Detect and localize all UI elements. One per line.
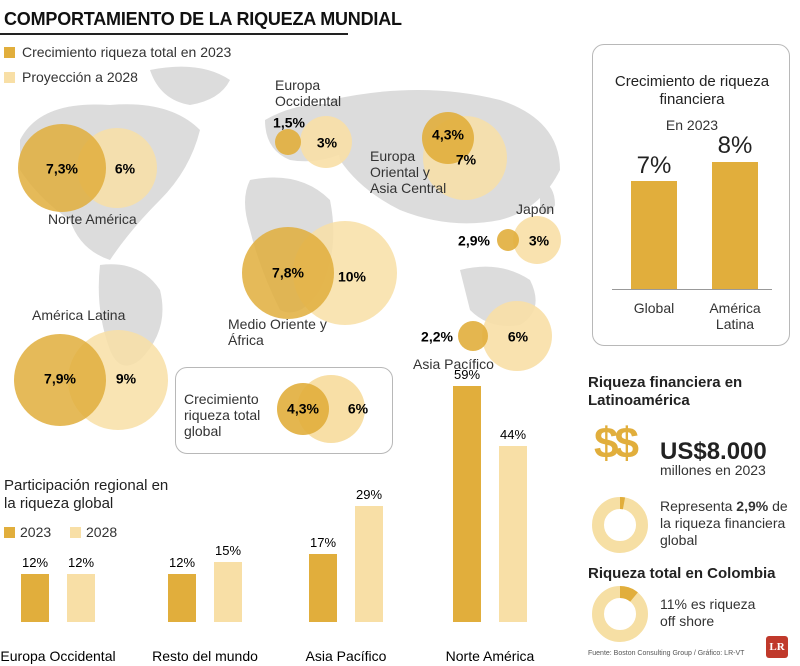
donut-segment bbox=[619, 586, 638, 602]
colombia-text: 11% es riqueza off shore bbox=[660, 596, 770, 630]
bar-norte-américa-2028 bbox=[499, 446, 527, 622]
chart-legend-label-2023: 2023 bbox=[20, 524, 52, 540]
bubble-value-norte-america-2023: 7,3% bbox=[46, 161, 78, 177]
colombia-text-post: es riqueza off shore bbox=[660, 596, 756, 629]
colombia-value: 11% bbox=[660, 596, 687, 612]
bubble-value-japon-2023: 2,9% bbox=[458, 233, 490, 249]
legend-label-2028: Proyección a 2028 bbox=[22, 69, 138, 85]
bar-value-label: 12% bbox=[22, 555, 48, 570]
region-label-medio-oriente: Medio Oriente y África bbox=[228, 316, 327, 348]
financial-axis-line bbox=[612, 289, 772, 290]
region-label-europa-oriental: Europa Oriental y Asia Central bbox=[370, 148, 447, 196]
page-title: COMPORTAMIENTO DE LA RIQUEZA MUNDIAL bbox=[4, 9, 402, 29]
bar-resto-del-mundo-2023 bbox=[168, 574, 196, 622]
category-label: Asia Pacífico bbox=[306, 648, 387, 664]
bubble-europa-occidental-2023 bbox=[275, 129, 301, 155]
category-label: Norte América bbox=[446, 648, 535, 664]
latam-amount: US$8.000 bbox=[660, 438, 767, 465]
bar-europa-occidental-2028 bbox=[67, 574, 95, 622]
bubble-value-america-latina-2028: 9% bbox=[116, 371, 137, 387]
bubble-asia-pacifico-2028 bbox=[482, 301, 552, 371]
bar-value-label: 15% bbox=[215, 543, 241, 558]
legend-label-2023: Crecimiento riqueza total en 2023 bbox=[22, 44, 232, 60]
financial-axis-label-global: Global bbox=[633, 300, 675, 316]
category-label: Resto del mundo bbox=[152, 648, 258, 664]
financial-bar-latam bbox=[712, 162, 758, 289]
bar-asia-pacífico-2023 bbox=[309, 554, 337, 622]
bar-value-label: 17% bbox=[310, 535, 336, 550]
latam-share-pre: Representa bbox=[660, 498, 737, 514]
chart-legend-swatch-2023 bbox=[4, 527, 15, 538]
colombia-title: Riqueza total en Colombia bbox=[588, 565, 776, 582]
latam-share-value: 2,9% bbox=[736, 498, 769, 514]
bubble-europa-oriental-2023 bbox=[422, 112, 474, 164]
latam-amount-sub: millones en 2023 bbox=[660, 462, 766, 478]
bar-asia-pacífico-2028 bbox=[355, 506, 383, 622]
bubble-value-global-2028: 6% bbox=[348, 401, 369, 417]
latam-share-post: de la riqueza financiera global bbox=[660, 498, 788, 548]
bar-europa-occidental-2023 bbox=[21, 574, 49, 622]
global-growth-box bbox=[175, 367, 393, 454]
latam-share-text: Representa 2,9% de la riqueza financiera… bbox=[660, 498, 792, 549]
bubble-value-medio-oriente-2028: 10% bbox=[338, 269, 367, 285]
bubble-america-latina-2023 bbox=[14, 334, 106, 426]
bubble-value-america-latina-2023: 7,9% bbox=[44, 371, 76, 387]
bubble-value-europa-occidental-2023: 1,5% bbox=[273, 115, 305, 131]
bubble-norte-america-2023 bbox=[18, 124, 106, 212]
legend-swatch-2023 bbox=[4, 47, 15, 58]
colombia-donut-icon bbox=[592, 586, 648, 642]
participation-bar-chart: 12% 12% Europa Occidental 12% 15% Resto del m… bbox=[0, 370, 535, 664]
latam-title: Riqueza financiera en Latinoamérica bbox=[588, 374, 743, 409]
region-label-europa-occidental: Europa Occidental bbox=[275, 77, 342, 109]
donut-ring bbox=[592, 586, 648, 642]
bubble-value-europa-oriental-2023: 4,3% bbox=[432, 127, 464, 143]
bubble-value-europa-occidental-2028: 3% bbox=[317, 135, 338, 151]
region-label-america-latina: América Latina bbox=[32, 307, 126, 323]
latam-share-donut-icon bbox=[592, 497, 648, 553]
donut-ring bbox=[592, 497, 648, 553]
lr-logo: LR bbox=[766, 636, 788, 658]
financial-bar-global bbox=[631, 181, 677, 289]
bar-resto-del-mundo-2028 bbox=[214, 562, 242, 622]
bubble-japon-2028 bbox=[513, 216, 561, 264]
bubble-medio-oriente-2023 bbox=[242, 227, 334, 319]
global-growth-bubbles: 4,3% 6% bbox=[277, 375, 369, 443]
chart-legend-label-2028: 2028 bbox=[86, 524, 118, 540]
bar-value-label: 12% bbox=[169, 555, 195, 570]
bar-value-label: 12% bbox=[68, 555, 94, 570]
bubble-value-asia-pacifico-2023: 2,2% bbox=[421, 329, 453, 345]
bubble-japon-2023 bbox=[497, 229, 519, 251]
title-rule bbox=[0, 33, 348, 35]
legend-swatch-2028 bbox=[4, 72, 15, 83]
region-label-norte-america: Norte América bbox=[48, 211, 137, 227]
bubble-europa-occidental-2028 bbox=[300, 116, 352, 168]
bar-norte-américa-2023 bbox=[453, 386, 481, 622]
region-label-japon: Japón bbox=[516, 201, 555, 217]
financial-panel-title: Crecimiento de riqueza financiera bbox=[614, 73, 770, 108]
chart-legend-swatch-2028 bbox=[70, 527, 81, 538]
bar-value-label: 29% bbox=[356, 487, 382, 502]
chart-title: Participación regional en la riqueza glo… bbox=[4, 477, 169, 512]
bubble-asia-pacifico-2023 bbox=[458, 321, 488, 351]
bubble-value-asia-pacifico-2028: 6% bbox=[508, 329, 529, 345]
bar-value-label: 59% bbox=[454, 370, 480, 382]
source-note: Fuente: Boston Consulting Group / Gráfic… bbox=[588, 650, 745, 657]
bubble-value-medio-oriente-2023: 7,8% bbox=[272, 265, 304, 281]
bubble-value-norte-america-2028: 6% bbox=[115, 161, 136, 177]
bubble-value-europa-oriental-2028: 7% bbox=[456, 152, 477, 168]
bubble-value-global-2023: 4,3% bbox=[287, 401, 319, 417]
dollar-icon: $$ bbox=[594, 419, 639, 468]
financial-panel-subtitle: En 2023 bbox=[665, 117, 719, 133]
bubble-global-2023 bbox=[277, 383, 329, 435]
financial-bar-value-latam: 8% bbox=[717, 132, 753, 159]
bubble-value-japon-2028: 3% bbox=[529, 233, 550, 249]
region-label-asia-pacifico: Asia Pacífico bbox=[413, 356, 494, 372]
financial-bar-value-global: 7% bbox=[636, 152, 672, 179]
global-growth-label: Crecimiento riqueza total global bbox=[184, 391, 261, 439]
financial-axis-label-latam: América Latina bbox=[709, 300, 761, 332]
category-label: Europa Occidental bbox=[0, 648, 115, 664]
bar-value-label: 44% bbox=[500, 427, 526, 442]
